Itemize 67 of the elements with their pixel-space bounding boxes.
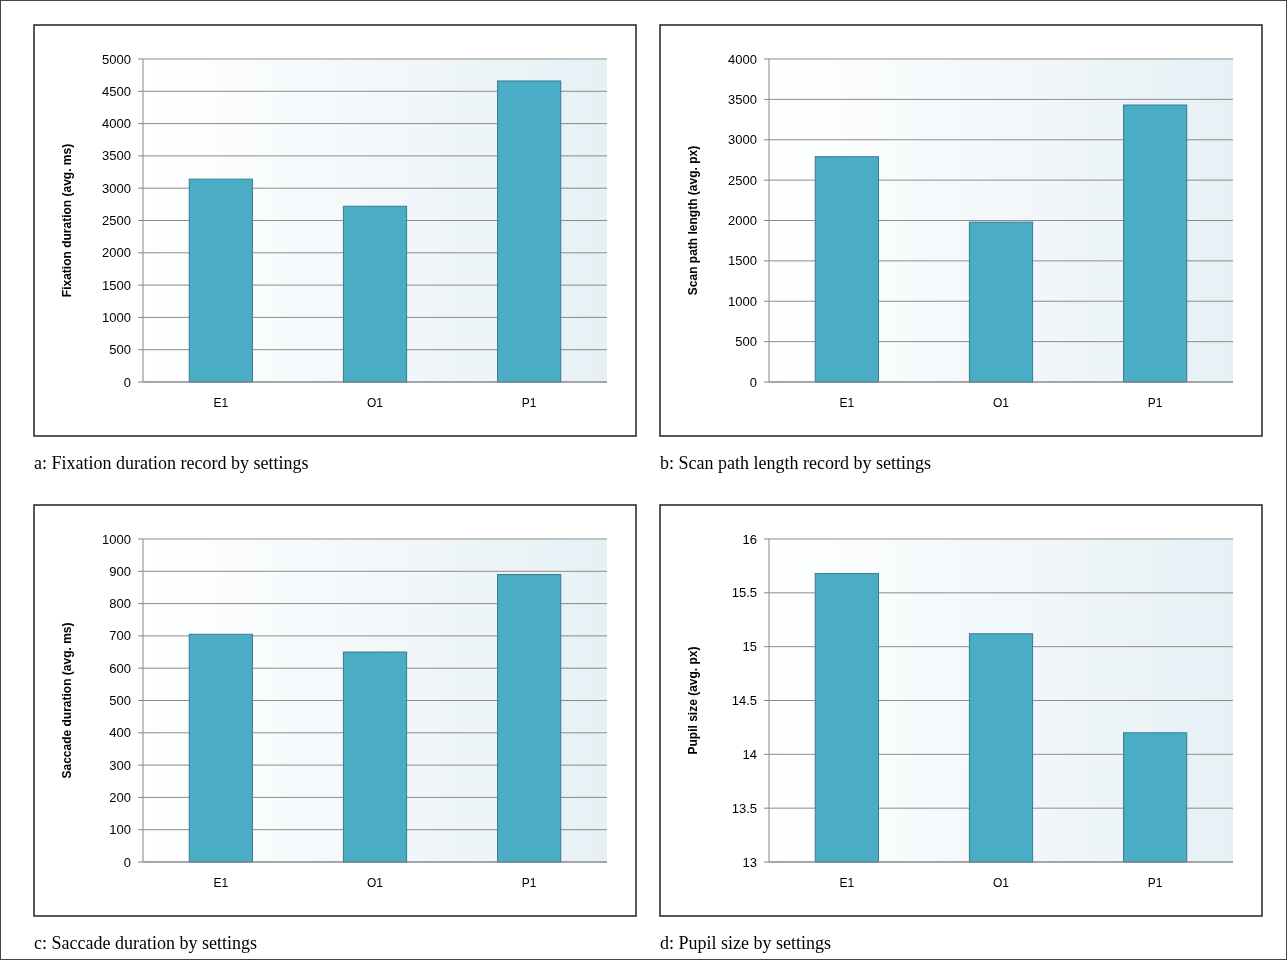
x-tick-label: O1 <box>366 876 384 890</box>
y-tick-label: 500 <box>735 334 757 350</box>
y-tick-label: 15.5 <box>731 585 757 601</box>
x-tick-label: E1 <box>213 876 229 890</box>
bar <box>497 80 562 383</box>
bar <box>342 205 408 383</box>
y-axis-title: Pupil size (avg. px) <box>686 646 700 755</box>
y-tick-label: 800 <box>109 596 131 612</box>
y-tick-label: 4000 <box>102 116 131 132</box>
bar <box>188 178 253 383</box>
y-axis-title: Fixation duration (avg. ms) <box>60 143 74 298</box>
y-tick-label: 900 <box>109 563 131 579</box>
x-tick-label: P1 <box>521 396 537 410</box>
y-tick-label: 2000 <box>728 213 757 229</box>
y-tick-label: 13 <box>742 854 757 870</box>
y-tick-label: 0 <box>749 374 757 390</box>
bar <box>497 574 562 863</box>
y-tick-label: 0 <box>123 374 131 390</box>
y-tick-label: 1500 <box>728 253 757 269</box>
text: c: Saccade duration by settings <box>34 933 257 953</box>
x-tick-label: P1 <box>521 876 537 890</box>
y-tick-label: 600 <box>109 660 131 676</box>
y-tick-label: 14 <box>742 746 757 762</box>
y-tick-label: 2500 <box>728 172 757 188</box>
y-tick-label: 3000 <box>102 180 131 196</box>
x-tick-label: E1 <box>213 396 229 410</box>
y-tick-label: 1500 <box>102 277 131 293</box>
bar <box>1123 104 1188 383</box>
x-tick-label: E1 <box>839 876 855 890</box>
y-tick-label: 0 <box>123 854 131 870</box>
y-tick-label: 300 <box>109 757 131 773</box>
y-tick-label: 13.5 <box>731 800 757 816</box>
bar <box>188 633 253 863</box>
text: b: Scan path length record by settings <box>660 453 931 473</box>
x-tick-label: P1 <box>1147 396 1163 410</box>
y-tick-label: 500 <box>109 693 131 709</box>
y-tick-label: 1000 <box>102 531 131 547</box>
x-tick-label: O1 <box>992 396 1010 410</box>
x-tick-label: O1 <box>992 876 1010 890</box>
y-tick-label: 1000 <box>102 309 131 325</box>
text: d: Pupil size by settings <box>660 933 831 953</box>
y-tick-label: 100 <box>109 822 131 838</box>
y-tick-label: 700 <box>109 628 131 644</box>
y-axis-title: Saccade duration (avg. ms) <box>60 622 74 779</box>
text: a: Fixation duration record by settings <box>34 453 309 473</box>
bar <box>342 651 408 863</box>
y-tick-label: 400 <box>109 725 131 741</box>
bar <box>814 156 879 383</box>
y-axis-title: Scan path length (avg. px) <box>686 145 700 296</box>
y-tick-label: 500 <box>109 342 131 358</box>
y-tick-label: 200 <box>109 789 131 805</box>
y-tick-label: 4000 <box>728 51 757 67</box>
y-tick-label: 14.5 <box>731 693 757 709</box>
bar <box>968 221 1034 383</box>
y-tick-label: 3500 <box>102 148 131 164</box>
x-tick-label: P1 <box>1147 876 1163 890</box>
y-tick-label: 2500 <box>102 213 131 229</box>
y-tick-label: 1000 <box>728 293 757 309</box>
y-tick-label: 15 <box>742 639 757 655</box>
x-tick-label: E1 <box>839 396 855 410</box>
y-tick-label: 4500 <box>102 83 131 99</box>
x-tick-label: O1 <box>366 396 384 410</box>
y-tick-label: 2000 <box>102 245 131 261</box>
y-tick-label: 5000 <box>102 51 131 67</box>
y-tick-label: 3500 <box>728 91 757 107</box>
y-tick-label: 3000 <box>728 132 757 148</box>
y-tick-label: 16 <box>742 531 757 547</box>
